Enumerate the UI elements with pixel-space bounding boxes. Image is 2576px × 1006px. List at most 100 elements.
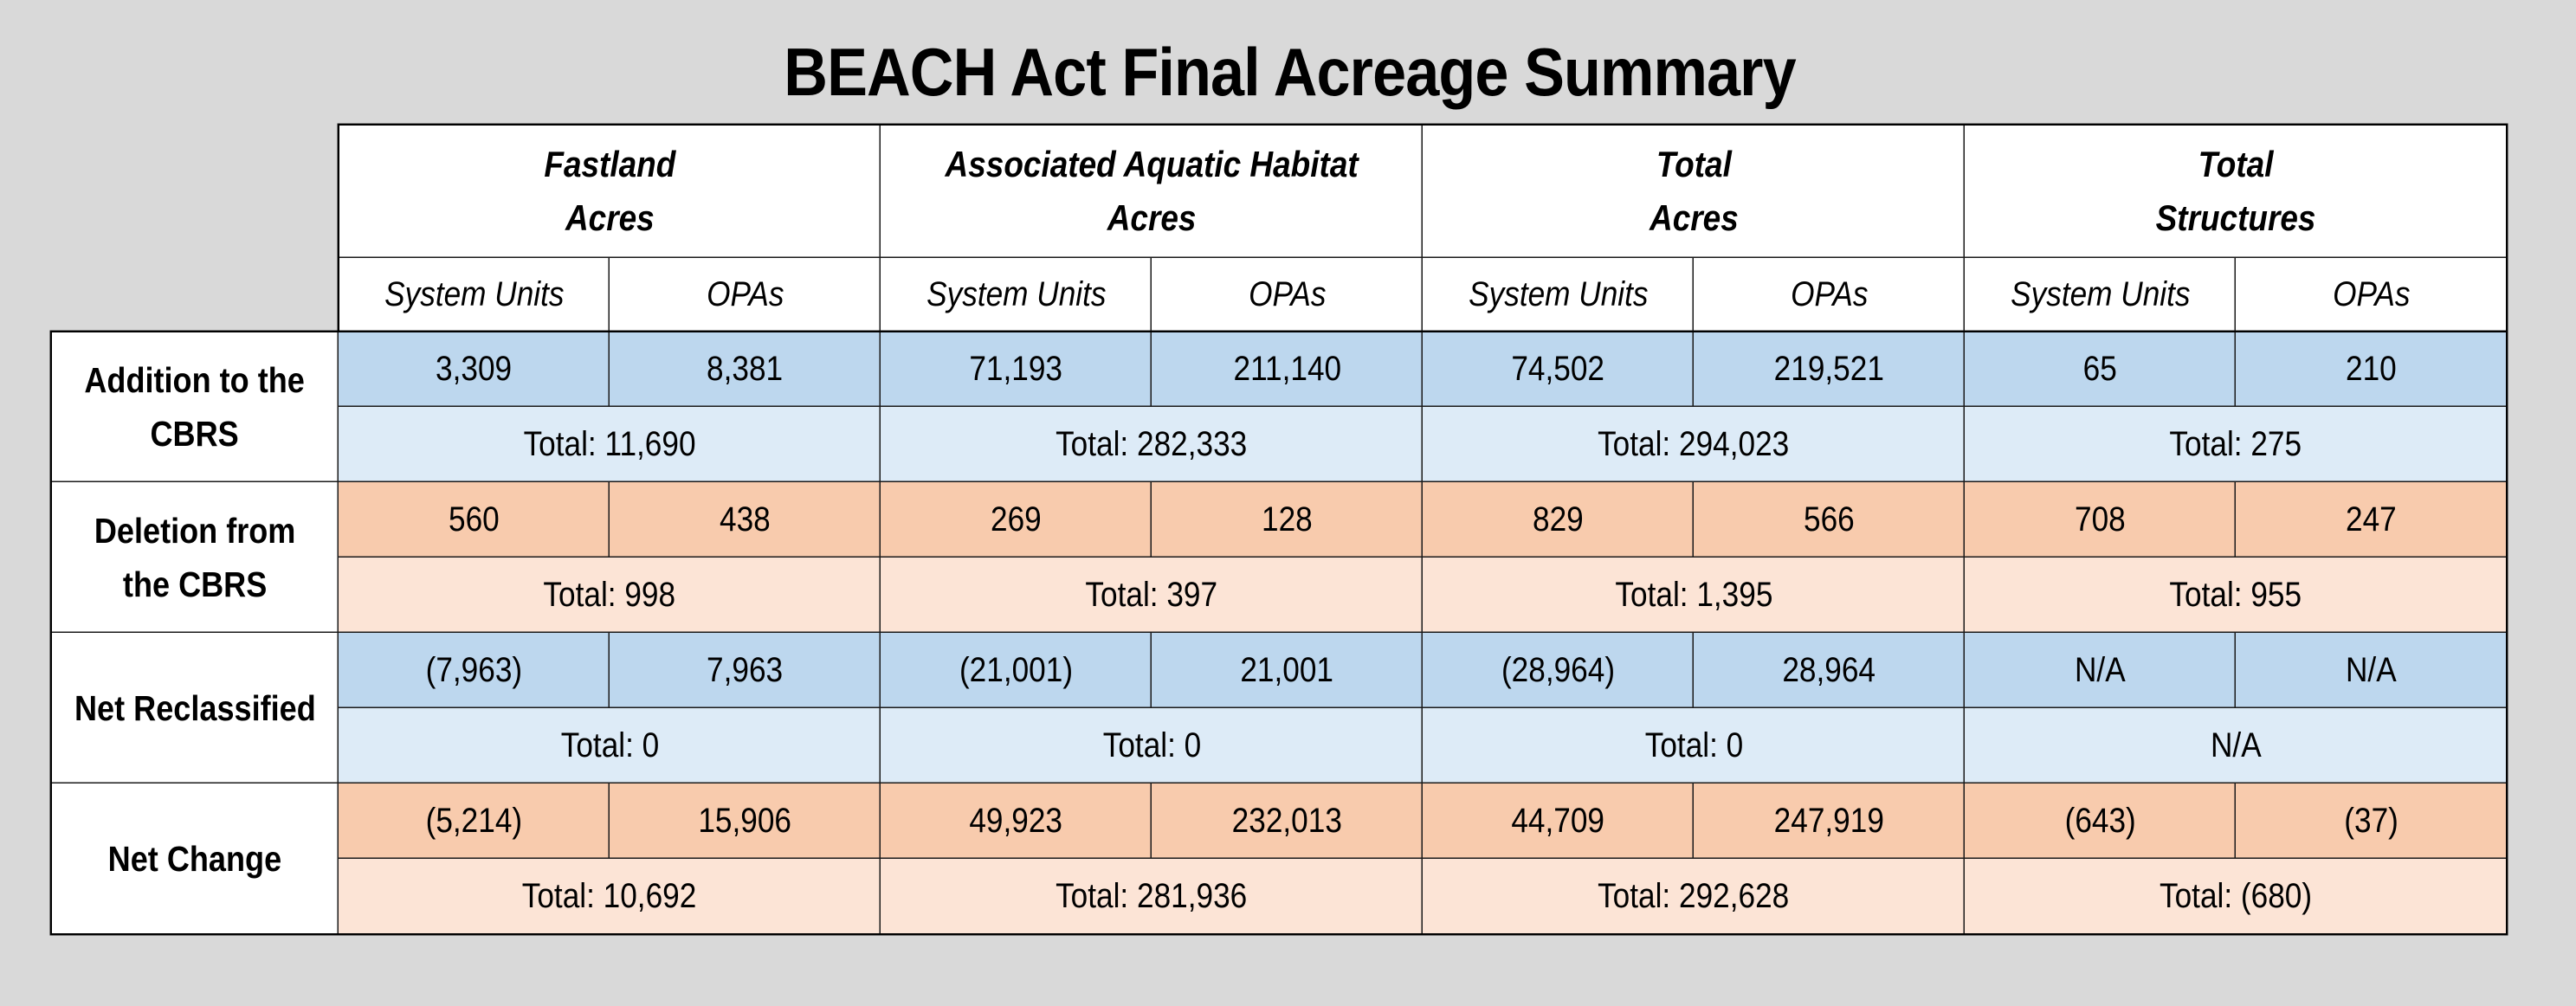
- table-cell-text: 566: [1804, 500, 1855, 538]
- row-label-text: Net Reclassified: [74, 688, 316, 728]
- table-cell-text: 438: [720, 500, 771, 538]
- subcolumn-header: OPAs: [610, 258, 881, 332]
- subcolumn-header-text: System Units: [1468, 275, 1649, 313]
- table-cell: 8,381: [610, 332, 881, 407]
- total-cell-text: Total: 0: [1102, 726, 1201, 764]
- table-cell-text: 232,013: [1231, 802, 1343, 840]
- total-cell: Total: 10,692: [339, 859, 881, 934]
- table-cell: 74,502: [1423, 332, 1694, 407]
- subcolumn-header: OPAs: [2236, 258, 2507, 332]
- total-cell-text: Total: 294,023: [1598, 425, 1790, 463]
- table-cell: (7,963): [339, 633, 610, 708]
- column-group-header: Total Acres: [1423, 125, 1965, 258]
- page-title: BEACH Act Final Acreage Summary: [784, 34, 1796, 110]
- table-cell-text: 71,193: [969, 350, 1063, 388]
- table-cell-text: 128: [1262, 500, 1313, 538]
- table-cell: 49,923: [881, 784, 1152, 859]
- row-label-text: Addition to the CBRS: [84, 360, 306, 454]
- subcolumn-header-text: System Units: [926, 275, 1107, 313]
- table-cell: 247: [2236, 482, 2507, 558]
- table-cell-text: 560: [449, 500, 500, 538]
- row-label: Net Change: [51, 784, 339, 934]
- table-cell: 211,140: [1152, 332, 1423, 407]
- total-cell: Total: 0: [1423, 708, 1965, 784]
- total-cell-text: Total: (680): [2159, 877, 2313, 915]
- table-cell-text: (643): [2064, 802, 2136, 840]
- table-cell-text: 7,963: [707, 651, 784, 689]
- table-cell: 210: [2236, 332, 2507, 407]
- row-label: Deletion from the CBRS: [51, 482, 339, 633]
- table-cell-text: N/A: [2346, 651, 2397, 689]
- column-group-header-text: Total Acres: [1649, 144, 1739, 238]
- table-cell-text: (28,964): [1501, 651, 1616, 689]
- table-cell-text: 219,521: [1773, 350, 1885, 388]
- total-cell-text: Total: 0: [1644, 726, 1743, 764]
- table-cell-text: 708: [2075, 500, 2126, 538]
- subcolumn-header: System Units: [339, 258, 610, 332]
- table-cell: 438: [610, 482, 881, 558]
- acreage-summary-table: Fastland Acres Associated Aquatic Habitat…: [51, 125, 2507, 934]
- subcolumn-header: System Units: [881, 258, 1152, 332]
- total-cell: Total: 275: [1965, 407, 2507, 482]
- table-cell: 219,521: [1694, 332, 1965, 407]
- table-cell: 21,001: [1152, 633, 1423, 708]
- total-cell-text: N/A: [2210, 726, 2262, 764]
- table-cell-text: 15,906: [698, 802, 792, 840]
- total-cell-text: Total: 10,692: [522, 877, 697, 915]
- table-cell-text: 3,309: [436, 350, 513, 388]
- subcolumn-header: System Units: [1965, 258, 2236, 332]
- subcolumn-header: OPAs: [1694, 258, 1965, 332]
- table-cell-text: 49,923: [969, 802, 1063, 840]
- column-group-header: Total Structures: [1965, 125, 2507, 258]
- subcolumn-header: System Units: [1423, 258, 1694, 332]
- table-cell: 708: [1965, 482, 2236, 558]
- row-label-text: Deletion from the CBRS: [94, 511, 296, 604]
- table-cell: (28,964): [1423, 633, 1694, 708]
- total-cell: Total: 281,936: [881, 859, 1423, 934]
- table-cell: N/A: [1965, 633, 2236, 708]
- column-group-header-text: Total Structures: [2155, 144, 2316, 238]
- column-group-header-text: Fastland Acres: [544, 144, 675, 238]
- table-cell: 566: [1694, 482, 1965, 558]
- subcolumn-header-text: System Units: [2010, 275, 2191, 313]
- subcolumn-header-text: OPAs: [2332, 275, 2411, 313]
- table-cell: 232,013: [1152, 784, 1423, 859]
- total-cell: Total: 282,333: [881, 407, 1423, 482]
- table-cell-text: 269: [991, 500, 1042, 538]
- table-cell-text: 8,381: [707, 350, 784, 388]
- table-cell: 560: [339, 482, 610, 558]
- table-corner: [51, 125, 339, 332]
- total-cell-text: Total: 1,395: [1614, 576, 1772, 614]
- table-cell-text: N/A: [2075, 651, 2126, 689]
- total-cell: Total: (680): [1965, 859, 2507, 934]
- total-cell-text: Total: 998: [543, 576, 676, 614]
- table-cell-text: 210: [2346, 350, 2397, 388]
- column-group-header: Associated Aquatic Habitat Acres: [881, 125, 1423, 258]
- total-cell-text: Total: 282,333: [1056, 425, 1248, 463]
- table-cell-text: (21,001): [959, 651, 1074, 689]
- total-cell: Total: 294,023: [1423, 407, 1965, 482]
- column-group-header: Fastland Acres: [339, 125, 881, 258]
- table-cell-text: (7,963): [425, 651, 523, 689]
- table-cell-text: 74,502: [1511, 350, 1605, 388]
- total-cell: Total: 998: [339, 558, 881, 633]
- table-cell: 269: [881, 482, 1152, 558]
- total-cell: Total: 397: [881, 558, 1423, 633]
- total-cell: Total: 0: [339, 708, 881, 784]
- total-cell: Total: 955: [1965, 558, 2507, 633]
- table-cell: 3,309: [339, 332, 610, 407]
- table-cell: (21,001): [881, 633, 1152, 708]
- table-cell: (643): [1965, 784, 2236, 859]
- subcolumn-header-text: System Units: [384, 275, 565, 313]
- table-cell: 44,709: [1423, 784, 1694, 859]
- total-cell: Total: 1,395: [1423, 558, 1965, 633]
- column-group-header-text: Associated Aquatic Habitat Acres: [945, 144, 1359, 238]
- table-cell: (37): [2236, 784, 2507, 859]
- table-cell: 28,964: [1694, 633, 1965, 708]
- table-cell-text: 247: [2346, 500, 2397, 538]
- subcolumn-header-text: OPAs: [1248, 275, 1327, 313]
- table-cell: 128: [1152, 482, 1423, 558]
- subcolumn-header-text: OPAs: [706, 275, 784, 313]
- table-cell-text: 211,140: [1233, 350, 1341, 388]
- table-cell: 71,193: [881, 332, 1152, 407]
